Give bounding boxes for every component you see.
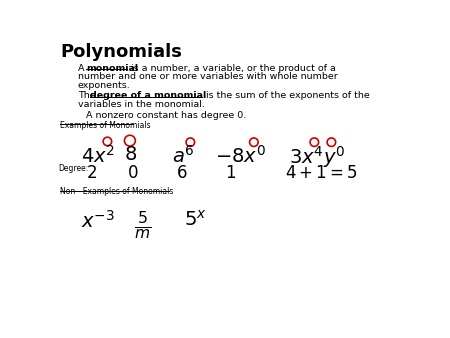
Text: $2$: $2$ (86, 164, 97, 182)
Text: Polynomials: Polynomials (60, 43, 182, 61)
Text: $a^{6}$: $a^{6}$ (172, 145, 195, 166)
Text: $6$: $6$ (176, 164, 188, 182)
Text: is the sum of the exponents of the: is the sum of the exponents of the (202, 91, 369, 100)
Text: A nonzero constant has degree 0.: A nonzero constant has degree 0. (86, 111, 246, 120)
Text: variables in the monomial.: variables in the monomial. (78, 100, 205, 109)
Text: $-8x^{0}$: $-8x^{0}$ (215, 145, 266, 166)
Text: $x^{-3}$: $x^{-3}$ (81, 210, 115, 232)
Text: $4x^{2}$: $4x^{2}$ (81, 145, 115, 166)
Text: The: The (78, 91, 99, 100)
Text: exponents.: exponents. (78, 80, 130, 90)
Text: degree of a monomial: degree of a monomial (90, 91, 207, 100)
Text: $3x^{4}y^{0}$: $3x^{4}y^{0}$ (289, 145, 345, 170)
Text: monomial: monomial (86, 64, 139, 73)
Text: A: A (78, 64, 87, 73)
Text: $4 +1= 5$: $4 +1= 5$ (285, 164, 358, 182)
Text: $1$: $1$ (225, 164, 236, 182)
Text: $5^{x}$: $5^{x}$ (184, 210, 207, 230)
Text: Degree:: Degree: (58, 164, 88, 173)
Text: is a number, a variable, or the product of a: is a number, a variable, or the product … (127, 64, 335, 73)
Text: Non - Examples of Monomials: Non - Examples of Monomials (60, 187, 174, 196)
Text: Examples of Monomials: Examples of Monomials (60, 121, 151, 130)
Text: $0$: $0$ (127, 164, 138, 182)
Text: number and one or more variables with whole number: number and one or more variables with wh… (78, 72, 338, 81)
Text: $8$: $8$ (125, 145, 138, 164)
Text: $\frac{5}{m}$: $\frac{5}{m}$ (134, 210, 151, 242)
